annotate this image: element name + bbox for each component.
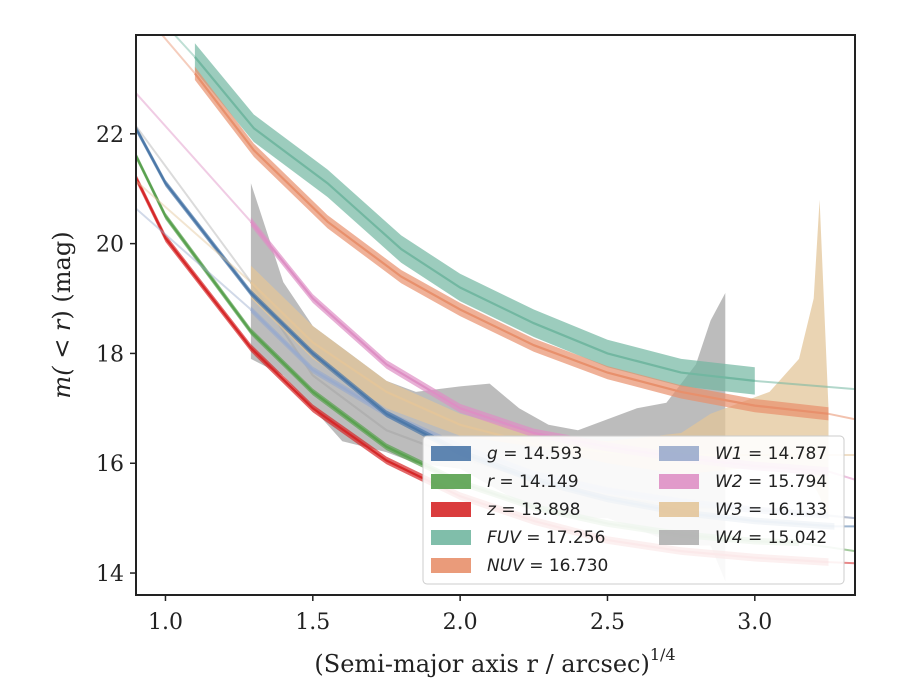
legend-label-nuv: NUV = 16.730 <box>487 556 608 576</box>
x-tick-label: 1.0 <box>148 610 183 635</box>
legend-label-w2: W2 = 15.794 <box>715 472 827 492</box>
legend-label-r: r = 14.149 <box>487 472 579 492</box>
y-tick-label: 14 <box>96 562 124 587</box>
legend-box <box>422 435 845 585</box>
legend: g = 14.593 r = 14.149 z = 13.898 FUV = 17.2… <box>422 435 845 585</box>
legend-swatch-w2 <box>659 474 699 489</box>
legend-swatch-nuv <box>431 558 471 573</box>
series-w2-extrapolation <box>136 92 252 223</box>
legend-swatch-w4 <box>659 530 699 545</box>
y-tick-label: 22 <box>96 123 124 148</box>
series-w1-extrapolation <box>136 207 252 311</box>
legend-swatch-w1 <box>659 446 699 461</box>
series-nuv-extension <box>828 412 855 421</box>
y-axis-label-suffix: ) (mag) <box>48 231 76 319</box>
series-nuv-extrapolation <box>160 35 196 75</box>
legend-label-w3: W3 = 16.133 <box>715 500 827 520</box>
y-tick-label: 18 <box>96 342 124 367</box>
legend-swatch-g <box>431 446 471 461</box>
series-fuv-line <box>194 56 755 382</box>
legend-label-fuv: FUV = 17.256 <box>487 528 605 548</box>
series-w3-extrapolation <box>136 180 252 283</box>
x-axis-label-text: (Semi-major axis r / arcsec) <box>314 650 649 678</box>
x-tick-label: 2.0 <box>443 610 478 635</box>
plot-frame <box>135 34 856 596</box>
legend-label-z: z = 13.898 <box>486 500 580 520</box>
x-tick-label: 3.0 <box>737 610 772 635</box>
y-tick-label: 20 <box>96 233 124 258</box>
legend-swatch-fuv <box>431 530 471 545</box>
y-axis-label: m( < r) (mag) <box>48 231 76 398</box>
legend-label-g: g = 14.593 <box>487 444 582 464</box>
series-nuv-line <box>194 72 829 415</box>
x-tick-label: 2.5 <box>590 610 625 635</box>
series-fuv-extrapolation <box>173 35 196 58</box>
legend-swatch-w3 <box>659 502 699 517</box>
legend-label-w4: W4 = 15.042 <box>715 528 827 548</box>
series-w4-extrapolation <box>136 125 252 283</box>
y-axis-label-op: < r <box>48 318 76 366</box>
legend-swatch-r <box>431 474 471 489</box>
legend-swatch-z <box>431 502 471 517</box>
x-axis-label-exponent: 1/4 <box>650 645 676 664</box>
y-tick-label: 16 <box>96 452 124 477</box>
series-fuv-extension <box>754 379 855 391</box>
axis-ticks: 1.0 1.5 2.0 2.5 3.0 14 16 18 20 22 <box>96 123 772 635</box>
x-axis-label: (Semi-major axis r / arcsec)1/4 <box>314 645 675 678</box>
y-axis-label-prefix: m( <box>48 366 76 399</box>
legend-label-w1: W1 = 14.787 <box>715 444 827 464</box>
x-tick-label: 1.5 <box>295 610 330 635</box>
